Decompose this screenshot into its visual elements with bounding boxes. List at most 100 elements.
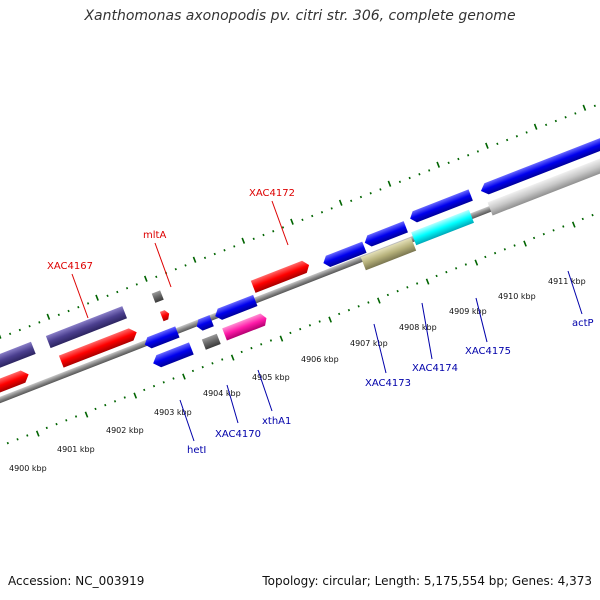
gene-block[interactable]	[213, 294, 258, 322]
minor-tick	[16, 438, 19, 441]
ruler-label: 4905 kbp	[252, 373, 290, 382]
minor-tick	[564, 116, 567, 119]
leader-line	[421, 302, 433, 360]
ruler-label: 4900 kbp	[9, 464, 47, 473]
major-tick	[35, 430, 40, 437]
ruler-label: 4906 kbp	[301, 355, 339, 364]
gene-label-heti[interactable]: hetI	[187, 445, 206, 456]
minor-tick	[311, 214, 314, 218]
minor-tick	[203, 256, 207, 260]
minor-tick	[67, 309, 70, 313]
gene-xtha1-block[interactable]	[222, 312, 269, 341]
gene-xac4174-block[interactable]	[360, 237, 417, 271]
ruler-label: 4904 kbp	[203, 389, 241, 398]
gene-xac4175-block[interactable]	[411, 209, 474, 246]
minor-tick	[320, 210, 324, 214]
minor-tick	[184, 264, 187, 267]
minor-tick	[143, 388, 146, 392]
gene-xac4167-block[interactable]	[58, 326, 139, 368]
ruler-label: 4902 kbp	[106, 426, 144, 435]
major-tick	[571, 221, 576, 228]
gene-block[interactable]	[479, 136, 600, 197]
gene-label-xac4172[interactable]: XAC4172	[249, 188, 295, 199]
accession-text: Accession: NC_003919	[8, 574, 145, 588]
minor-tick	[542, 232, 545, 236]
minor-tick	[396, 289, 399, 293]
gene-label-xac4173[interactable]: XAC4173	[365, 378, 411, 389]
gene-block[interactable]	[195, 315, 214, 332]
minor-tick	[172, 377, 175, 380]
gene-block[interactable]	[408, 189, 473, 224]
inner-tick-row	[6, 213, 594, 445]
minor-tick	[152, 384, 156, 388]
major-tick	[290, 218, 294, 225]
minor-tick	[406, 286, 409, 289]
leader-line	[475, 297, 488, 343]
leader-line	[567, 270, 583, 315]
gene-label-actp[interactable]: actP	[572, 318, 594, 329]
leader-line	[226, 384, 239, 424]
minor-tick	[299, 327, 302, 331]
minor-tick	[28, 324, 31, 328]
gene-mlta-block[interactable]	[159, 309, 171, 322]
minor-tick	[513, 244, 516, 247]
gene-label-xtha1[interactable]: xthA1	[262, 416, 291, 427]
minor-tick	[18, 328, 21, 332]
major-tick	[95, 294, 99, 301]
minor-tick	[223, 248, 226, 252]
major-tick	[474, 259, 479, 266]
ruler-label: 4908 kbp	[399, 323, 437, 332]
minor-tick	[26, 434, 29, 437]
minor-tick	[211, 362, 214, 365]
minor-tick	[493, 251, 497, 255]
minor-tick	[221, 358, 224, 361]
minor-tick	[260, 343, 263, 346]
gene-block[interactable]	[0, 341, 36, 380]
minor-tick	[155, 275, 158, 279]
gene-xac4173-block[interactable]	[321, 241, 367, 269]
minor-tick	[106, 294, 109, 298]
gene-xac4170-block[interactable]	[201, 333, 221, 350]
ruler-label: 4911 kbp	[548, 277, 586, 286]
minor-tick	[418, 173, 421, 176]
gene-actp-block[interactable]	[487, 153, 600, 216]
minor-tick	[506, 138, 509, 142]
gene-block[interactable]	[143, 326, 180, 350]
gene-label-mlta[interactable]: mltA	[143, 230, 166, 241]
gene-label-xac4175[interactable]: XAC4175	[465, 346, 511, 357]
gene-block[interactable]	[363, 221, 408, 248]
leader-line	[71, 273, 89, 319]
reverse-gene-labels: hetI XAC4170 xthA1 XAC4173 XAC4174 XAC41…	[187, 318, 594, 456]
minor-tick	[233, 245, 236, 248]
minor-tick	[8, 332, 12, 336]
minor-tick	[428, 169, 431, 172]
gene-xac4172-block[interactable]	[250, 259, 312, 293]
minor-tick	[379, 188, 382, 191]
minor-tick	[281, 226, 285, 229]
gene-label-xac4167[interactable]: XAC4167	[47, 261, 93, 272]
minor-tick	[213, 252, 216, 256]
minor-tick	[496, 142, 499, 146]
minor-tick	[262, 233, 265, 237]
minor-tick	[350, 199, 353, 203]
major-tick	[182, 373, 186, 380]
minor-tick	[467, 154, 470, 157]
minor-tick	[38, 321, 41, 324]
gene-label-xac4174[interactable]: XAC4174	[412, 363, 458, 374]
minor-tick	[476, 150, 479, 153]
ruler-label: 4901 kbp	[57, 445, 95, 454]
outer-tick-row	[0, 104, 596, 339]
minor-tick	[532, 236, 536, 240]
minor-tick	[338, 312, 341, 316]
gene-heti-block[interactable]	[151, 342, 194, 369]
gene-label-xac4170[interactable]: XAC4170	[215, 429, 261, 440]
minor-tick	[125, 286, 129, 290]
major-tick	[0, 332, 2, 339]
gene-block[interactable]	[0, 368, 31, 401]
leader-line	[179, 399, 195, 442]
leader-line	[154, 242, 172, 288]
gene-block[interactable]	[45, 306, 127, 349]
minor-tick	[55, 422, 58, 426]
gene-block[interactable]	[151, 290, 164, 303]
minor-tick	[269, 339, 273, 342]
